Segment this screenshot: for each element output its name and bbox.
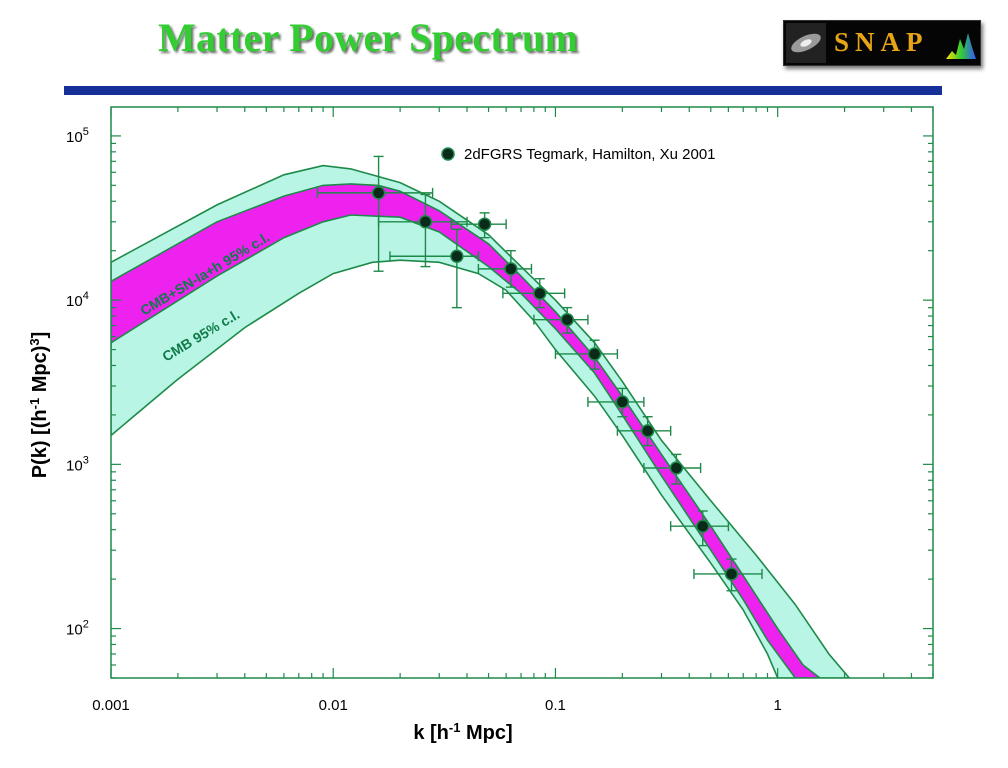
data-point — [643, 453, 702, 485]
point-marker — [504, 262, 518, 276]
data-point — [616, 416, 672, 447]
data-point — [450, 212, 507, 239]
data-point — [316, 155, 434, 272]
confidence-band-0 — [111, 164, 851, 678]
data-point — [533, 306, 589, 334]
point-marker — [640, 424, 655, 438]
data-point — [502, 278, 566, 309]
spectrum-icon — [946, 33, 976, 59]
y-tick-label: 102 — [66, 619, 89, 639]
data-point — [669, 510, 730, 547]
x-tick-label: 0.001 — [92, 697, 130, 714]
legend-label: 2dFGRS Tegmark, Hamilton, Xu 2001 — [464, 146, 716, 163]
data-point — [377, 193, 468, 268]
y-tick-label: 105 — [66, 126, 89, 146]
point-marker — [477, 217, 492, 231]
data-point — [477, 249, 533, 288]
data-point — [693, 558, 763, 592]
point-marker — [450, 249, 464, 264]
point-marker — [418, 215, 433, 229]
y-axis-title: P(k) [(h-1 Mpc)3] — [27, 332, 52, 479]
data-point — [389, 228, 480, 309]
confidence-band-1 — [111, 183, 822, 678]
point-marker — [533, 286, 547, 301]
point-marker — [560, 312, 574, 327]
point-marker — [669, 461, 684, 475]
x-tick-label: 0.01 — [319, 697, 348, 714]
point-marker — [724, 567, 739, 581]
x-tick-label: 0.1 — [545, 697, 566, 714]
point-marker — [371, 186, 386, 200]
data-point — [554, 339, 619, 370]
point-marker — [587, 347, 602, 361]
y-tick-label: 103 — [66, 454, 89, 474]
plot-frame — [110, 106, 934, 679]
x-axis-title: k [h-1 Mpc] — [413, 720, 512, 745]
galaxy-icon — [786, 23, 826, 63]
legend-marker — [441, 147, 455, 161]
slide-title: Matter Power Spectrum — [158, 15, 579, 60]
title-rule — [64, 86, 942, 95]
logo-text: SNAP — [834, 27, 929, 57]
x-tick-label: 1 — [774, 697, 782, 714]
data-point — [587, 387, 645, 418]
snap-logo: SNAP — [783, 20, 981, 66]
point-marker — [615, 395, 630, 409]
point-marker — [695, 519, 710, 533]
y-tick-label: 104 — [66, 290, 89, 310]
